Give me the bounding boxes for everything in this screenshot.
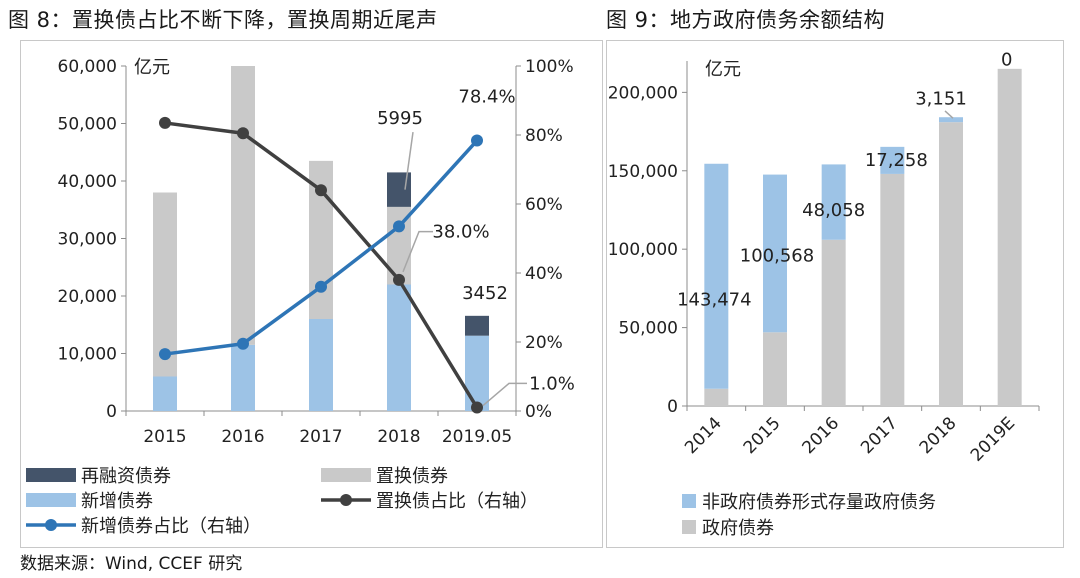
annotation-5995: 5995 xyxy=(377,108,423,129)
y2-tick-label: 60% xyxy=(525,195,563,215)
bar-政府债券 xyxy=(997,68,1022,406)
point-置换债占比（右轴） xyxy=(237,127,249,140)
y2-tick-label: 20% xyxy=(525,333,563,353)
bar-政府债券 xyxy=(821,239,846,406)
y2-tick-label: 40% xyxy=(525,264,563,284)
x-tick-label: 2015 xyxy=(143,427,186,447)
point-新增债券占比（右轴） xyxy=(159,348,171,361)
bar-置换债券 xyxy=(153,192,177,377)
legend-label: 非政府债券形式存量政府债务 xyxy=(702,492,936,513)
y-tick-label: 10,000 xyxy=(58,345,117,365)
y-tick-label: 0 xyxy=(106,402,117,422)
bar-非政府债券形式存量政府债务 xyxy=(880,146,905,174)
bar-新增债券 xyxy=(387,284,411,411)
figure8-chart: 0 10,000 20,000 30,000 40,000 50,000 60,000 0% 2… xyxy=(26,57,575,537)
y-unit-label: 亿元 xyxy=(705,59,741,80)
x-tick-label: 2017 xyxy=(299,427,342,447)
y-tick-label: 50,000 xyxy=(58,115,117,135)
annotation-3452: 3452 xyxy=(462,283,508,304)
point-置换债占比（右轴） xyxy=(159,116,171,129)
bar-非政府债券形式存量政府债务 xyxy=(821,164,846,240)
bar-政府债券 xyxy=(763,332,787,406)
x-tick-label: 2016 xyxy=(221,427,264,447)
point-新增债券占比（右轴） xyxy=(315,280,327,293)
legend-marker xyxy=(340,494,352,506)
x-tick-label: 2019E xyxy=(967,413,1019,465)
bar-非政府债券形式存量政府债务 xyxy=(939,117,963,123)
leader-line xyxy=(404,132,414,190)
bar-政府债券 xyxy=(880,173,905,406)
point-新增债券占比（右轴） xyxy=(393,220,405,233)
bar-非政府债券形式存量政府债务 xyxy=(763,174,787,333)
figure8-title: 图 8：置换债占比不断下降，置换周期近尾声 xyxy=(8,8,438,32)
legend-swatch xyxy=(26,468,76,482)
figure9-title: 图 9：地方政府债务余额结构 xyxy=(606,8,886,32)
leader-line xyxy=(402,230,433,273)
y2-tick-label: 0% xyxy=(525,402,552,422)
data-label: 48,058 xyxy=(802,200,865,221)
figure9-chart: 0 50,000 100,000 150,000 200,000 2014 2015 2016… xyxy=(608,49,1040,539)
x-tick-label: 2015 xyxy=(740,413,785,458)
x-tick-label: 2018 xyxy=(916,413,961,458)
bar-非政府债券形式存量政府债务 xyxy=(704,163,729,389)
legend-swatch xyxy=(682,520,696,534)
point-置换债占比（右轴） xyxy=(393,273,405,286)
leader-line xyxy=(944,110,954,119)
bar-政府债券 xyxy=(704,388,729,406)
legend-label: 再融资债券 xyxy=(81,466,171,487)
annotation-38-0: 38.0% xyxy=(432,222,489,243)
data-label: 3,151 xyxy=(915,89,967,110)
legend-swatch xyxy=(26,493,76,507)
leader-line xyxy=(482,382,527,407)
y-tick-label: 150,000 xyxy=(608,162,678,182)
data-label: 17,258 xyxy=(865,150,928,171)
legend-label: 新增债券 xyxy=(81,491,153,512)
annotation-78-4: 78.4% xyxy=(458,87,515,108)
data-label: 0 xyxy=(1001,49,1012,70)
bar-新增债券 xyxy=(153,376,177,411)
point-置换债占比（右轴） xyxy=(471,401,483,414)
x-tick-label: 2019.05 xyxy=(442,427,512,447)
bar-再融资债券 xyxy=(465,315,489,336)
point-新增债券占比（右轴） xyxy=(237,337,249,350)
legend-label: 新增债券占比（右轴） xyxy=(81,516,261,537)
data-label: 100,568 xyxy=(740,245,814,266)
x-tick-label: 2016 xyxy=(798,413,843,458)
y-tick-label: 30,000 xyxy=(58,230,117,250)
annotation-1-0: 1.0% xyxy=(529,373,575,394)
point-置换债占比（右轴） xyxy=(315,184,327,197)
x-tick-label: 2014 xyxy=(681,413,726,458)
bar-新增债券 xyxy=(465,335,489,411)
bar-政府债券 xyxy=(939,122,963,406)
point-新增债券占比（右轴） xyxy=(471,134,483,147)
legend-swatch xyxy=(682,494,696,508)
legend-marker xyxy=(45,519,57,531)
bar-新增债券 xyxy=(231,344,255,411)
y-tick-label: 50,000 xyxy=(619,319,678,339)
legend-label: 政府债券 xyxy=(702,518,774,539)
bar-置换债券 xyxy=(231,66,255,345)
y-tick-label: 40,000 xyxy=(58,172,117,192)
y2-tick-label: 100% xyxy=(525,57,574,77)
y2-tick-label: 80% xyxy=(525,126,563,146)
source-note: 数据来源：Wind, CCEF 研究 xyxy=(20,554,243,574)
y-tick-label: 20,000 xyxy=(58,287,117,307)
legend-swatch xyxy=(321,468,371,482)
y-tick-label: 60,000 xyxy=(58,57,117,77)
legend-label: 置换债占比（右轴） xyxy=(376,491,538,512)
legend-label: 置换债券 xyxy=(376,466,448,487)
x-tick-label: 2018 xyxy=(377,427,420,447)
data-label: 143,474 xyxy=(677,289,751,310)
figure8-panel: 0 10,000 20,000 30,000 40,000 50,000 60,000 0% 2… xyxy=(20,40,603,548)
bar-新增债券 xyxy=(309,319,333,411)
y-tick-label: 100,000 xyxy=(608,240,678,260)
figure9-panel: 0 50,000 100,000 150,000 200,000 2014 2015 2016… xyxy=(606,40,1064,548)
y-tick-label: 200,000 xyxy=(608,83,678,103)
y-tick-label: 0 xyxy=(667,397,678,417)
x-tick-label: 2017 xyxy=(857,413,902,458)
y-unit-label: 亿元 xyxy=(134,57,170,78)
